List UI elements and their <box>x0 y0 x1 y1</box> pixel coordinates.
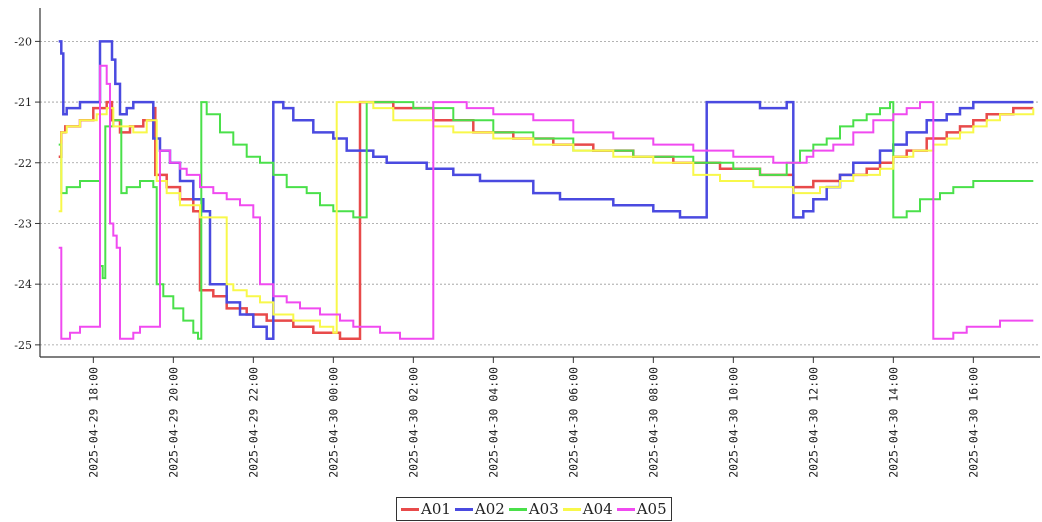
legend-label: A03 <box>528 500 559 518</box>
series-line-a04 <box>58 101 1035 334</box>
x-tick-label: 2025-04-29 22:00 <box>246 367 260 478</box>
legend-item-a04: A04 <box>562 500 613 518</box>
x-tick-label: 2025-04-30 10:00 <box>726 367 740 478</box>
legend: A01 A02 A03 A04 A05 <box>396 497 672 521</box>
series-group <box>58 40 1035 341</box>
legend-item-a02: A02 <box>454 500 505 518</box>
x-tick-label: 2025-04-29 18:00 <box>86 367 100 478</box>
x-tick-label: 2025-04-29 20:00 <box>166 367 180 478</box>
legend-item-a01: A01 <box>401 500 451 518</box>
legend-swatch <box>616 507 635 511</box>
x-tick-label: 2025-04-30 00:00 <box>326 367 340 478</box>
x-tick-label: 2025-04-30 06:00 <box>566 367 580 478</box>
legend-item-a03: A03 <box>508 500 559 518</box>
y-tick-label: -23 <box>14 217 32 230</box>
legend-item-a05: A05 <box>616 500 667 518</box>
x-tick-label: 2025-04-30 02:00 <box>406 367 420 478</box>
series-line-a03 <box>58 101 1034 340</box>
x-tick-label: 2025-04-30 12:00 <box>806 367 820 478</box>
x-tick-label: 2025-04-30 08:00 <box>646 367 660 478</box>
x-tick-label: 2025-04-30 16:00 <box>966 367 980 478</box>
legend-label: A01 <box>421 500 451 518</box>
legend-swatch <box>401 507 419 511</box>
axes: -25 -24 -23 -22 -21 -20 2025-04-29 18:00 2025-0… <box>14 8 1040 478</box>
y-tick-label: -24 <box>14 278 32 291</box>
y-tick-label: -21 <box>14 96 32 109</box>
series-line-a05 <box>58 64 1034 340</box>
legend-swatch <box>454 507 473 511</box>
x-tick-label: 2025-04-30 14:00 <box>886 367 900 478</box>
legend-swatch <box>508 507 527 511</box>
legend-label: A04 <box>582 500 613 518</box>
y-tick-label: -25 <box>14 339 32 352</box>
legend-swatch <box>562 507 581 511</box>
y-tick-label: -22 <box>14 157 32 170</box>
series-line-a02 <box>58 40 1034 341</box>
legend-label: A02 <box>474 500 505 518</box>
x-tick-label: 2025-04-30 04:00 <box>486 367 500 478</box>
y-tick-label: -20 <box>14 35 32 48</box>
legend-label: A05 <box>636 500 667 518</box>
